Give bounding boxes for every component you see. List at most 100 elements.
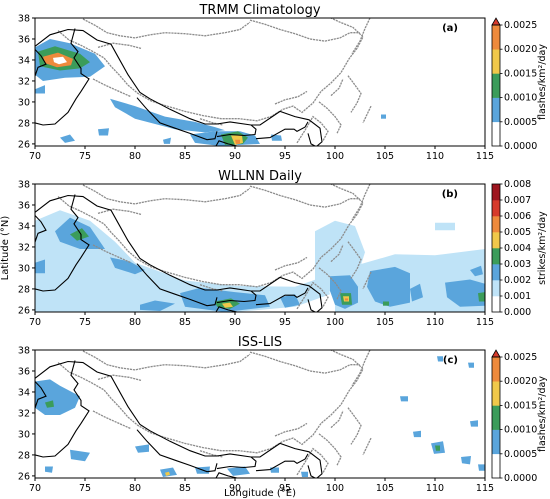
terrain-contour-line: [97, 42, 142, 50]
contour-region: [478, 292, 485, 302]
colorbar-segment: [492, 73, 500, 98]
contour-region: [165, 471, 170, 476]
colorbar-segment: [492, 97, 500, 123]
contour-region: [468, 362, 474, 368]
x-tick-label: 110: [426, 317, 444, 328]
contour-region: [461, 456, 471, 465]
terrain-contour-line: [92, 410, 132, 430]
data-regions: [35, 356, 485, 477]
colorbar-tick-label: 0.0005: [504, 117, 537, 128]
y-axis-ticks: 26 28 30 32 34 36 38: [18, 180, 35, 316]
colorbar-segment: [492, 200, 500, 217]
colorbar-tick-label: 0.0020: [504, 376, 537, 387]
border-line: [136, 97, 218, 141]
panel-a: TRMM Climatology (a) 70 75 80 85 90 95 100 105 1…: [18, 3, 548, 162]
y-tick-label: 36: [18, 200, 30, 211]
terrain-contour-line: [318, 267, 342, 300]
y-tick-label: 26: [18, 471, 30, 482]
data-regions: [35, 39, 386, 146]
country-borders: [35, 194, 323, 312]
x-axis-label: Longitude (°E): [224, 488, 296, 499]
colorbar: 0.0000 0.0005 0.0010 0.0015 0.0020 0.0025: [491, 17, 537, 152]
colorbar-segment: [492, 296, 500, 313]
terrain-contour-line: [97, 374, 142, 382]
terrain-contour-line: [296, 281, 329, 310]
border-line: [215, 472, 238, 478]
y-tick-label: 32: [18, 76, 30, 87]
y-tick-label: 26: [18, 139, 30, 150]
colorbar: 0.000 0.001 0.002 0.003 0.004 0.005 0.006 0.007…: [491, 179, 531, 318]
border-line: [216, 290, 257, 304]
border-line: [35, 194, 90, 292]
border-line: [35, 360, 90, 458]
panel-b: WLLNN Daily (b) 70 75 80 85 90 95 100 105 110 115…: [0, 169, 548, 328]
panel-label: (c): [443, 355, 458, 366]
x-tick-label: 70: [29, 317, 41, 328]
border-line: [216, 456, 257, 470]
y-tick-label: 28: [18, 118, 30, 129]
colorbar-segment: [492, 280, 500, 297]
colorbar-segment: [492, 232, 500, 249]
terrain-contour-line: [57, 350, 364, 454]
contour-region: [70, 449, 90, 462]
terrain-contour-line: [274, 422, 308, 437]
border-line: [255, 453, 309, 472]
border-line: [216, 124, 257, 138]
border-line: [307, 133, 316, 146]
contour-region: [140, 300, 175, 311]
terrain-contour-line: [97, 208, 142, 216]
panel-title: ISS-LIS: [238, 335, 282, 350]
y-axis-ticks: 26 28 30 32 34 36 38: [18, 14, 35, 150]
colorbar-tick-label: 0.0015: [504, 68, 537, 79]
y-tick-label: 30: [18, 429, 30, 440]
terrain-contour-line: [347, 407, 362, 445]
colorbar-label: flashes/km²/day: [537, 376, 548, 452]
contour-region: [470, 420, 478, 427]
terrain-contour-line: [318, 101, 342, 134]
terrain-contour-line: [274, 256, 308, 271]
terrain-contour-line: [92, 244, 132, 264]
plot-frame: [34, 183, 486, 313]
contour-region: [222, 302, 233, 308]
x-tick-label: 90: [229, 151, 241, 162]
x-tick-label: 115: [476, 151, 494, 162]
colorbar-tick-label: 0.005: [504, 227, 531, 238]
x-tick-label: 80: [129, 317, 141, 328]
panel-title: WLLNN Daily: [218, 169, 302, 184]
contour-region: [135, 444, 149, 453]
border-line: [307, 299, 316, 312]
terrain-contour-line: [274, 90, 308, 105]
colorbar-tick-label: 0.001: [504, 291, 531, 302]
border-line: [307, 465, 316, 478]
country-borders: [35, 28, 323, 146]
contour-region: [53, 56, 67, 65]
y-axis-ticks: 26 28 30 32 34 36 38: [18, 346, 35, 482]
terrain-contour-line: [351, 350, 371, 387]
colorbar-tick-label: 0.0000: [504, 141, 537, 152]
colorbar-tick-label: 0.0005: [504, 449, 537, 460]
plot-frame: [34, 349, 486, 479]
contour-region: [45, 466, 53, 473]
colorbar-frame: [491, 24, 501, 147]
terrain-contour-line: [351, 18, 371, 55]
border-line: [35, 28, 90, 126]
contour-region: [35, 85, 45, 94]
country-borders: [35, 360, 323, 478]
colorbar-extend-arrow: [491, 17, 501, 26]
y-axis-label: Latitude (°N): [0, 216, 11, 281]
terrain-contour-line: [362, 271, 372, 290]
panel-title: TRMM Climatology: [198, 3, 320, 18]
contour-region: [400, 396, 408, 402]
panel-label: (b): [442, 189, 458, 200]
contour-region: [437, 356, 443, 362]
colorbar-segment: [492, 184, 500, 201]
contour-region: [45, 400, 54, 408]
contour-region: [110, 98, 225, 133]
terrain-contour-line: [249, 19, 360, 42]
terrain-contour-line: [330, 244, 344, 263]
contour-region: [163, 137, 171, 144]
colorbar-tick-label: 0.002: [504, 275, 531, 286]
contour-region: [35, 259, 45, 274]
colorbar-tick-label: 0.003: [504, 259, 531, 270]
contour-region: [70, 228, 89, 241]
